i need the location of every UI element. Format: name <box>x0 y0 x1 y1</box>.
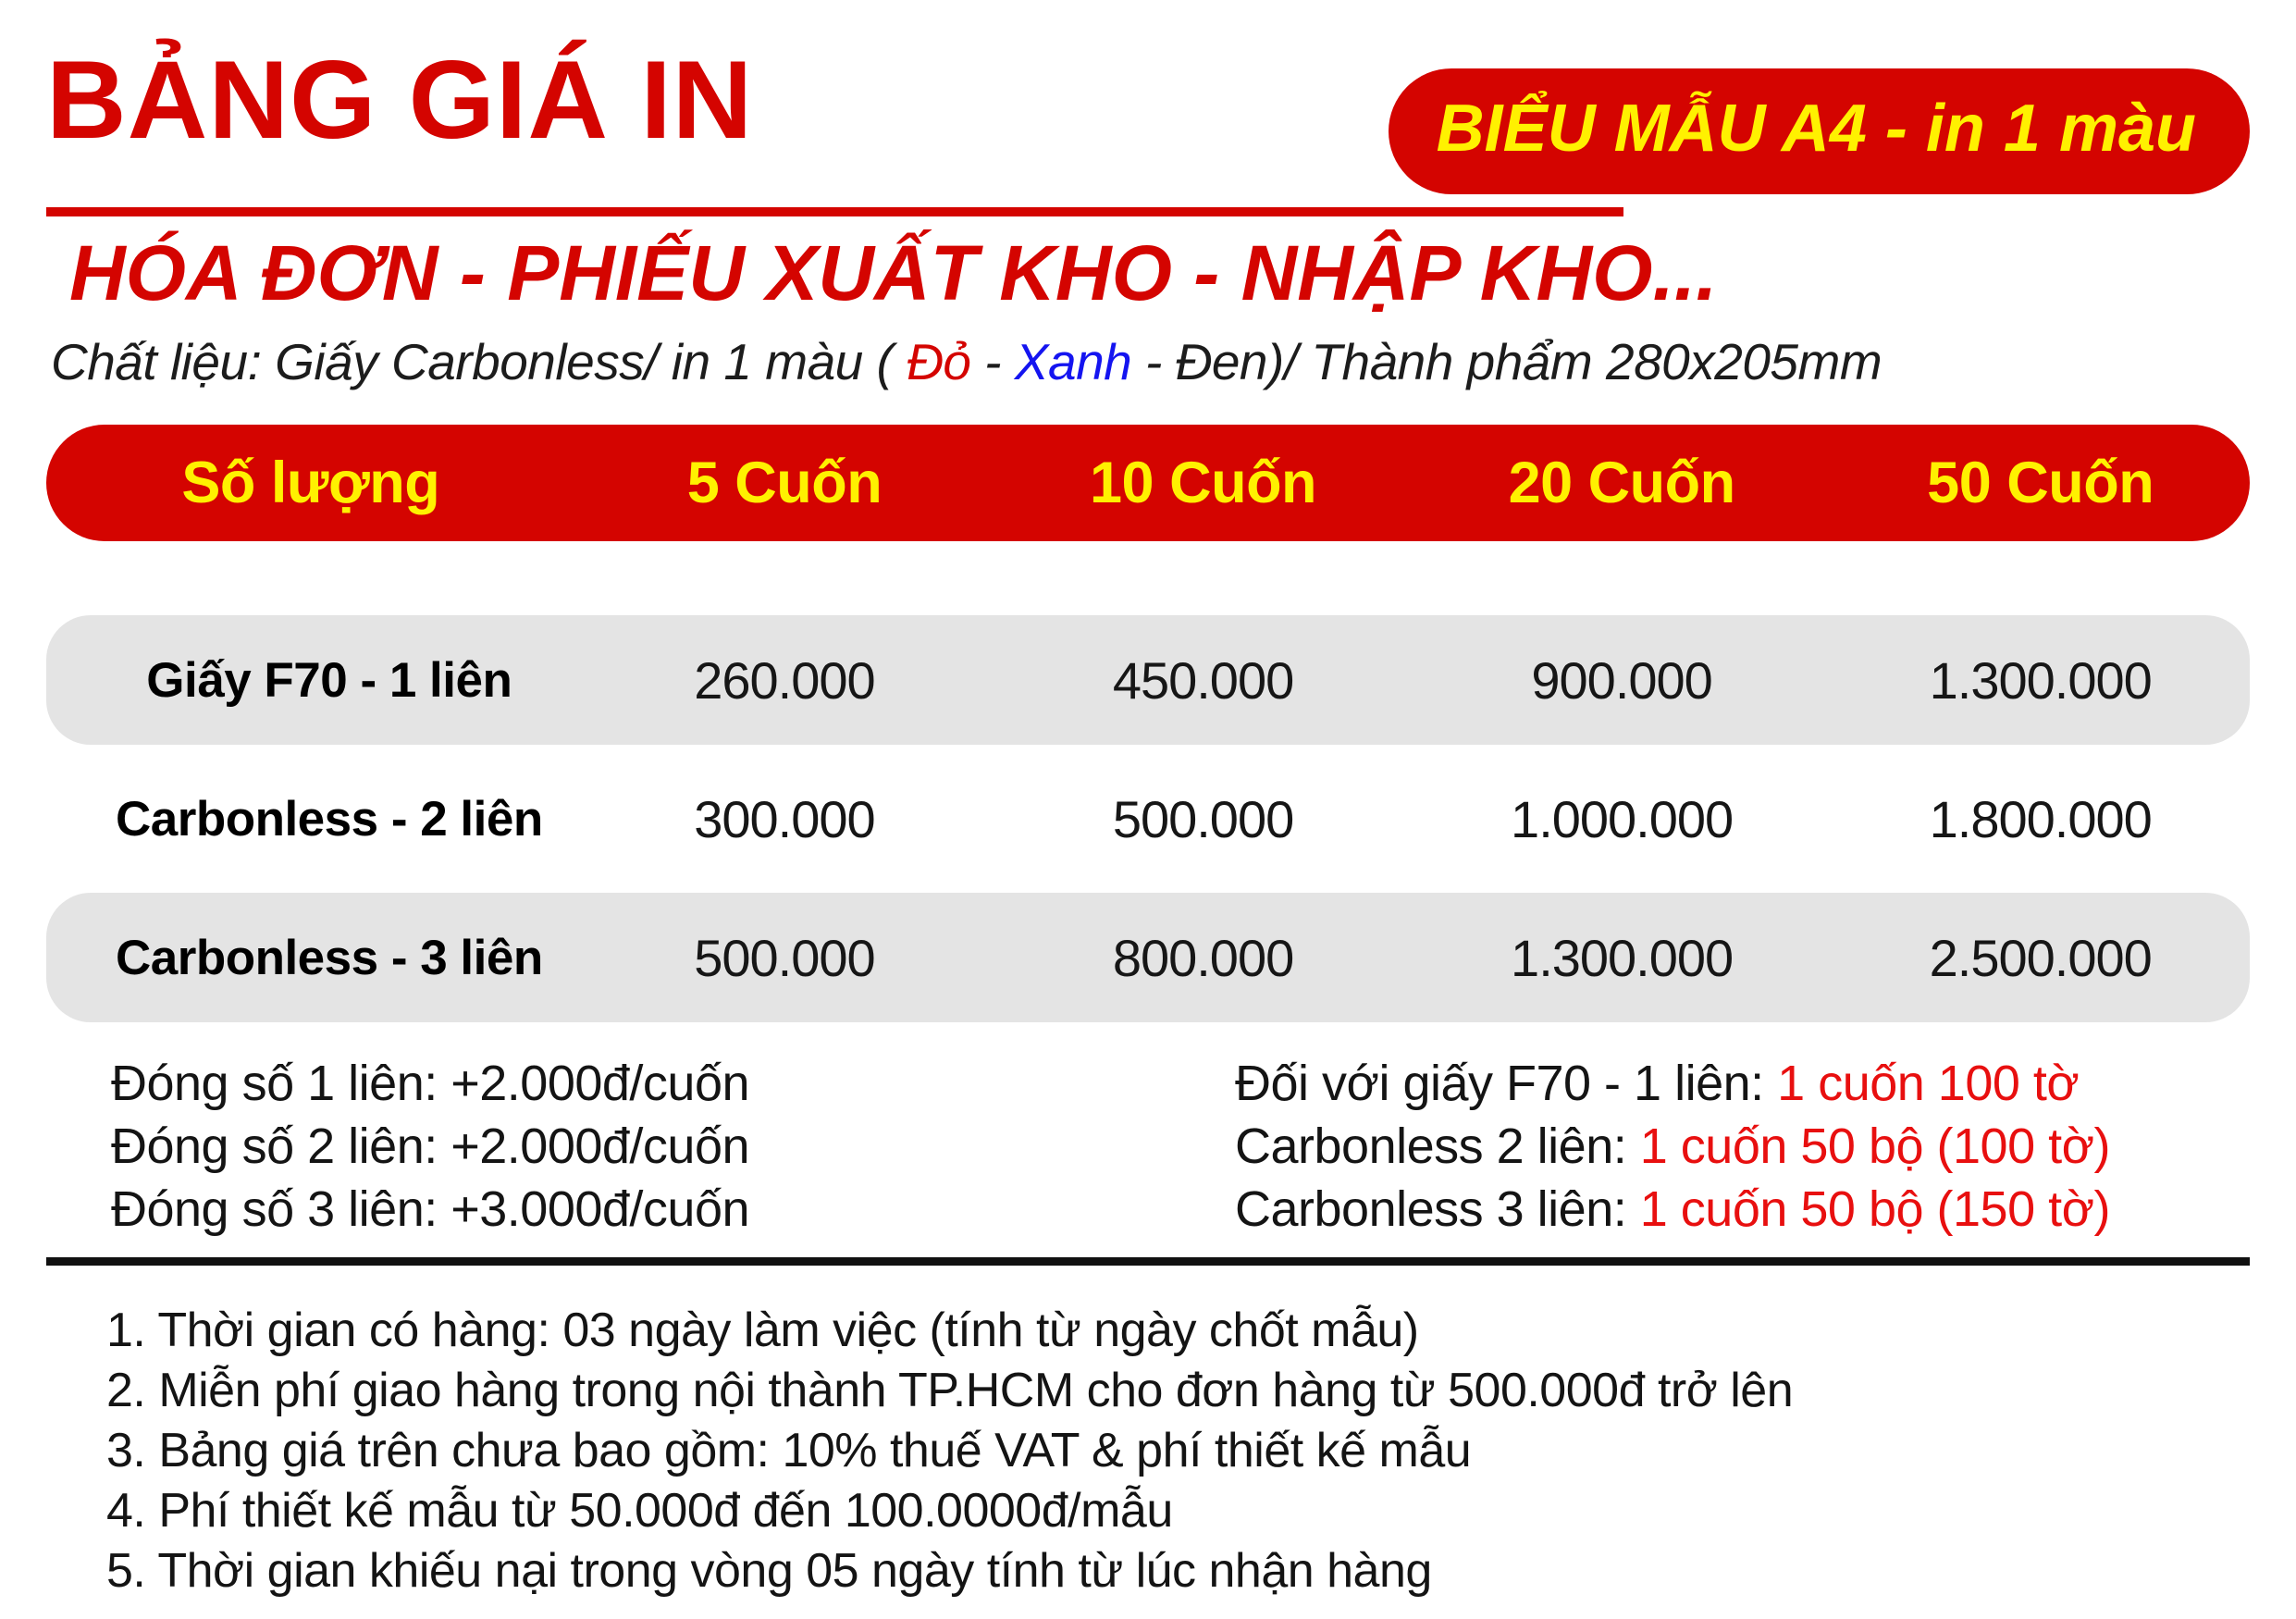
price-cell: 1.300.000 <box>1929 650 2153 710</box>
note-line: Đóng số 3 liên: +3.000đ/cuốn <box>111 1181 750 1238</box>
col-header-10-cuon: 10 Cuốn <box>1090 451 1317 516</box>
note-value: 1 cuốn 100 tờ <box>1777 1056 2080 1112</box>
note-value: 1 cuốn 50 bộ (150 tờ) <box>1639 1181 2111 1238</box>
note-line: Đối với giấy F70 - 1 liên: 1 cuốn 100 tờ <box>1235 1052 2250 1115</box>
table-row: Carbonless - 2 liên 300.000 500.000 1.00… <box>46 754 2250 884</box>
note-line: Đóng số 1 liên: +2.000đ/cuốn <box>111 1056 750 1112</box>
price-cell: 500.000 <box>694 928 875 987</box>
format-badge: BIỂU MẪU A4 - in 1 màu <box>1388 68 2250 194</box>
term-item: 3. Bảng giá trên chưa bao gồm: 10% thuế … <box>106 1424 1472 1478</box>
note-value: 1 cuốn 50 bộ (100 tờ) <box>1639 1118 2111 1175</box>
price-cell: 300.000 <box>694 789 875 848</box>
price-cell: 260.000 <box>694 650 875 710</box>
note-label: Đối với giấy F70 - 1 liên: <box>1235 1056 1778 1112</box>
term-item: 4. Phí thiết kế mẫu từ 50.000đ đến 100.0… <box>106 1484 1173 1539</box>
numbering-fees: Đóng số 1 liên: +2.000đ/cuốn Đóng số 2 l… <box>46 1052 1235 1241</box>
row-label: Carbonless - 3 liên <box>115 930 543 985</box>
divider <box>46 1257 2250 1267</box>
page-title: BẢNG GIÁ IN <box>46 38 754 162</box>
price-cell: 1.300.000 <box>1511 928 1734 987</box>
header: BẢNG GIÁ IN BIỂU MẪU A4 - in 1 màu <box>46 35 2250 194</box>
col-header-5-cuon: 5 Cuốn <box>686 451 883 516</box>
row-label: Carbonless - 2 liên <box>115 791 543 847</box>
notes-section: Đóng số 1 liên: +2.000đ/cuốn Đóng số 2 l… <box>46 1052 2250 1241</box>
price-cell: 800.000 <box>1112 928 1294 987</box>
term-item: 1. Thời gian có hàng: 03 ngày làm việc (… <box>106 1304 1419 1358</box>
table-header-row: Số lượng 5 Cuốn 10 Cuốn 20 Cuốn 50 Cuốn <box>46 425 2250 542</box>
price-cell: 2.500.000 <box>1929 928 2153 987</box>
table-row: Carbonless - 3 liên 500.000 800.000 1.30… <box>46 893 2250 1023</box>
col-header-20-cuon: 20 Cuốn <box>1508 451 1736 516</box>
sheet-counts: Đối với giấy F70 - 1 liên: 1 cuốn 100 tờ… <box>1235 1052 2250 1241</box>
col-header-quantity: Số lượng <box>181 451 440 516</box>
note-label: Carbonless 3 liên: <box>1235 1181 1640 1238</box>
material-word-red: Đỏ <box>907 333 971 391</box>
term-item: 5. Thời gian khiếu nại trong vòng 05 ngà… <box>106 1544 1432 1599</box>
material-word-blue: Xanh <box>1014 333 1132 391</box>
material-separator: - <box>970 333 1015 391</box>
row-label: Giấy F70 - 1 liên <box>146 652 512 708</box>
term-item: 2. Miễn phí giao hàng trong nội thành TP… <box>106 1364 1794 1418</box>
material-suffix: - Đen)/ Thành phẩm 280x205mm <box>1131 333 1882 391</box>
note-label: Carbonless 2 liên: <box>1235 1118 1640 1175</box>
note-line: Carbonless 3 liên: 1 cuốn 50 bộ (150 tờ) <box>1235 1178 2250 1241</box>
subtitle: HÓA ĐƠN - PHIẾU XUẤT KHO - NHẬP KHO... <box>69 229 1718 316</box>
price-cell: 900.000 <box>1531 650 1712 710</box>
note-line: Đóng số 2 liên: +2.000đ/cuốn <box>111 1118 750 1175</box>
price-cell: 500.000 <box>1112 789 1294 848</box>
price-cell: 1.000.000 <box>1511 789 1734 848</box>
note-line: Carbonless 2 liên: 1 cuốn 50 bộ (100 tờ) <box>1235 1115 2250 1178</box>
title-underline <box>46 207 1623 216</box>
terms-list: 1. Thời gian có hàng: 03 ngày làm việc (… <box>46 1301 2250 1601</box>
price-cell: 450.000 <box>1112 650 1294 710</box>
col-header-50-cuon: 50 Cuốn <box>1927 451 2154 516</box>
price-cell: 1.800.000 <box>1929 789 2153 848</box>
material-line: Chất liệu: Giấy Carbonless/ in 1 màu ( Đ… <box>51 333 2250 391</box>
material-prefix: Chất liệu: Giấy Carbonless/ in 1 màu ( <box>51 333 907 391</box>
table-row: Giấy F70 - 1 liên 260.000 450.000 900.00… <box>46 615 2250 746</box>
